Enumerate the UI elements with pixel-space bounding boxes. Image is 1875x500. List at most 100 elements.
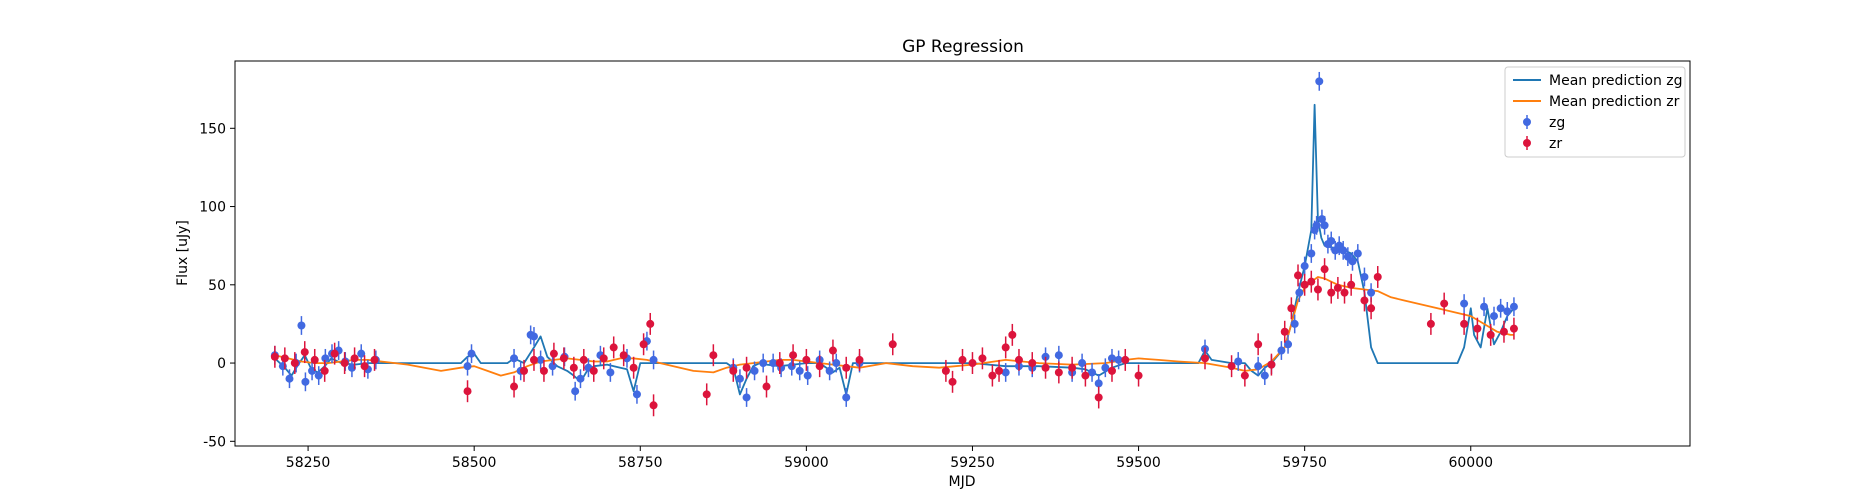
data-point	[1480, 302, 1489, 311]
data-point	[646, 319, 655, 328]
data-point	[1114, 355, 1123, 364]
data-point	[803, 371, 812, 380]
x-tick-label: 59500	[1116, 455, 1161, 471]
x-tick-label: 59750	[1282, 455, 1327, 471]
data-point	[1373, 272, 1382, 281]
x-tick-label: 59000	[784, 455, 829, 471]
data-point	[702, 390, 711, 399]
data-point	[1234, 357, 1243, 366]
data-point	[842, 393, 851, 402]
data-point	[463, 387, 472, 396]
legend: Mean prediction zg Mean prediction zr zg zr	[1504, 66, 1686, 158]
data-point	[1001, 343, 1010, 352]
data-point	[1041, 363, 1050, 372]
data-point	[619, 351, 628, 360]
data-point	[958, 355, 967, 364]
data-point	[1287, 304, 1296, 313]
data-point	[360, 362, 369, 371]
data-point	[742, 363, 751, 372]
x-axis: 58250 58500 58750 59000 59250 59500 59750 60000	[286, 446, 1493, 471]
x-tick-label: 59250	[950, 455, 995, 471]
data-point	[510, 382, 519, 391]
data-point	[1339, 246, 1348, 255]
data-point	[828, 346, 837, 355]
data-point	[759, 359, 768, 368]
data-point	[270, 352, 279, 361]
legend-marker-swatch	[1523, 139, 1531, 147]
data-point	[320, 366, 329, 375]
data-point	[579, 355, 588, 364]
legend-label: Mean prediction zr	[1549, 94, 1680, 110]
data-point	[297, 321, 306, 330]
data-point	[1227, 362, 1236, 371]
data-point	[1078, 359, 1087, 368]
data-point	[995, 366, 1004, 375]
data-point	[832, 359, 841, 368]
data-point	[1121, 355, 1130, 364]
data-point	[1360, 296, 1369, 305]
data-point	[1320, 221, 1329, 230]
x-tick-label: 58250	[286, 455, 331, 471]
data-point	[1509, 302, 1518, 311]
y-axis: -50 0 50 100 150	[199, 121, 235, 450]
data-point	[729, 366, 738, 375]
data-point	[795, 366, 804, 375]
data-point	[606, 368, 615, 377]
data-point	[1315, 77, 1324, 86]
line-mean-prediction-zg	[274, 103, 1515, 396]
data-point	[1267, 360, 1276, 369]
data-point	[649, 401, 658, 410]
data-point	[802, 355, 811, 364]
legend-label: zg	[1549, 115, 1565, 131]
y-tick-label: 50	[208, 278, 226, 294]
data-point	[1460, 319, 1469, 328]
data-point	[1426, 319, 1435, 328]
data-point	[467, 349, 476, 358]
data-point	[742, 393, 751, 402]
data-point	[1307, 249, 1316, 258]
data-point	[1360, 272, 1369, 281]
data-point	[825, 366, 834, 375]
y-tick-label: 100	[199, 200, 226, 216]
data-point	[1107, 354, 1116, 363]
data-point	[1503, 307, 1512, 316]
data-point	[1280, 327, 1289, 336]
data-point	[1254, 340, 1263, 349]
data-point	[1260, 371, 1269, 380]
data-point	[1460, 299, 1469, 308]
data-point	[290, 359, 299, 368]
data-point	[285, 374, 294, 383]
data-point	[948, 377, 957, 386]
y-tick-label: 0	[217, 356, 226, 372]
data-point	[539, 366, 548, 375]
data-point	[1486, 330, 1495, 339]
data-point	[1014, 355, 1023, 364]
data-point	[301, 377, 310, 386]
data-point	[520, 366, 529, 375]
plot-frame	[234, 60, 1691, 447]
data-point	[978, 354, 987, 363]
data-point	[576, 374, 585, 383]
data-point	[1313, 285, 1322, 294]
data-point	[571, 387, 580, 396]
data-point	[536, 355, 545, 364]
data-point	[1353, 249, 1362, 258]
y-tick-label: -50	[203, 434, 226, 450]
data-point	[735, 374, 744, 383]
data-point	[968, 359, 977, 368]
data-point	[559, 354, 568, 363]
data-point	[1201, 354, 1209, 363]
data-point	[649, 355, 658, 364]
data-point	[1001, 368, 1010, 377]
data-point	[1348, 257, 1357, 266]
data-point	[629, 363, 638, 372]
data-point	[769, 359, 778, 368]
x-tick-label: 58750	[618, 455, 663, 471]
points-zg	[270, 71, 1518, 407]
data-point	[609, 343, 618, 352]
data-point	[1509, 324, 1518, 333]
data-point	[1473, 324, 1482, 333]
points-zr	[270, 258, 1518, 417]
data-point	[1107, 366, 1116, 375]
